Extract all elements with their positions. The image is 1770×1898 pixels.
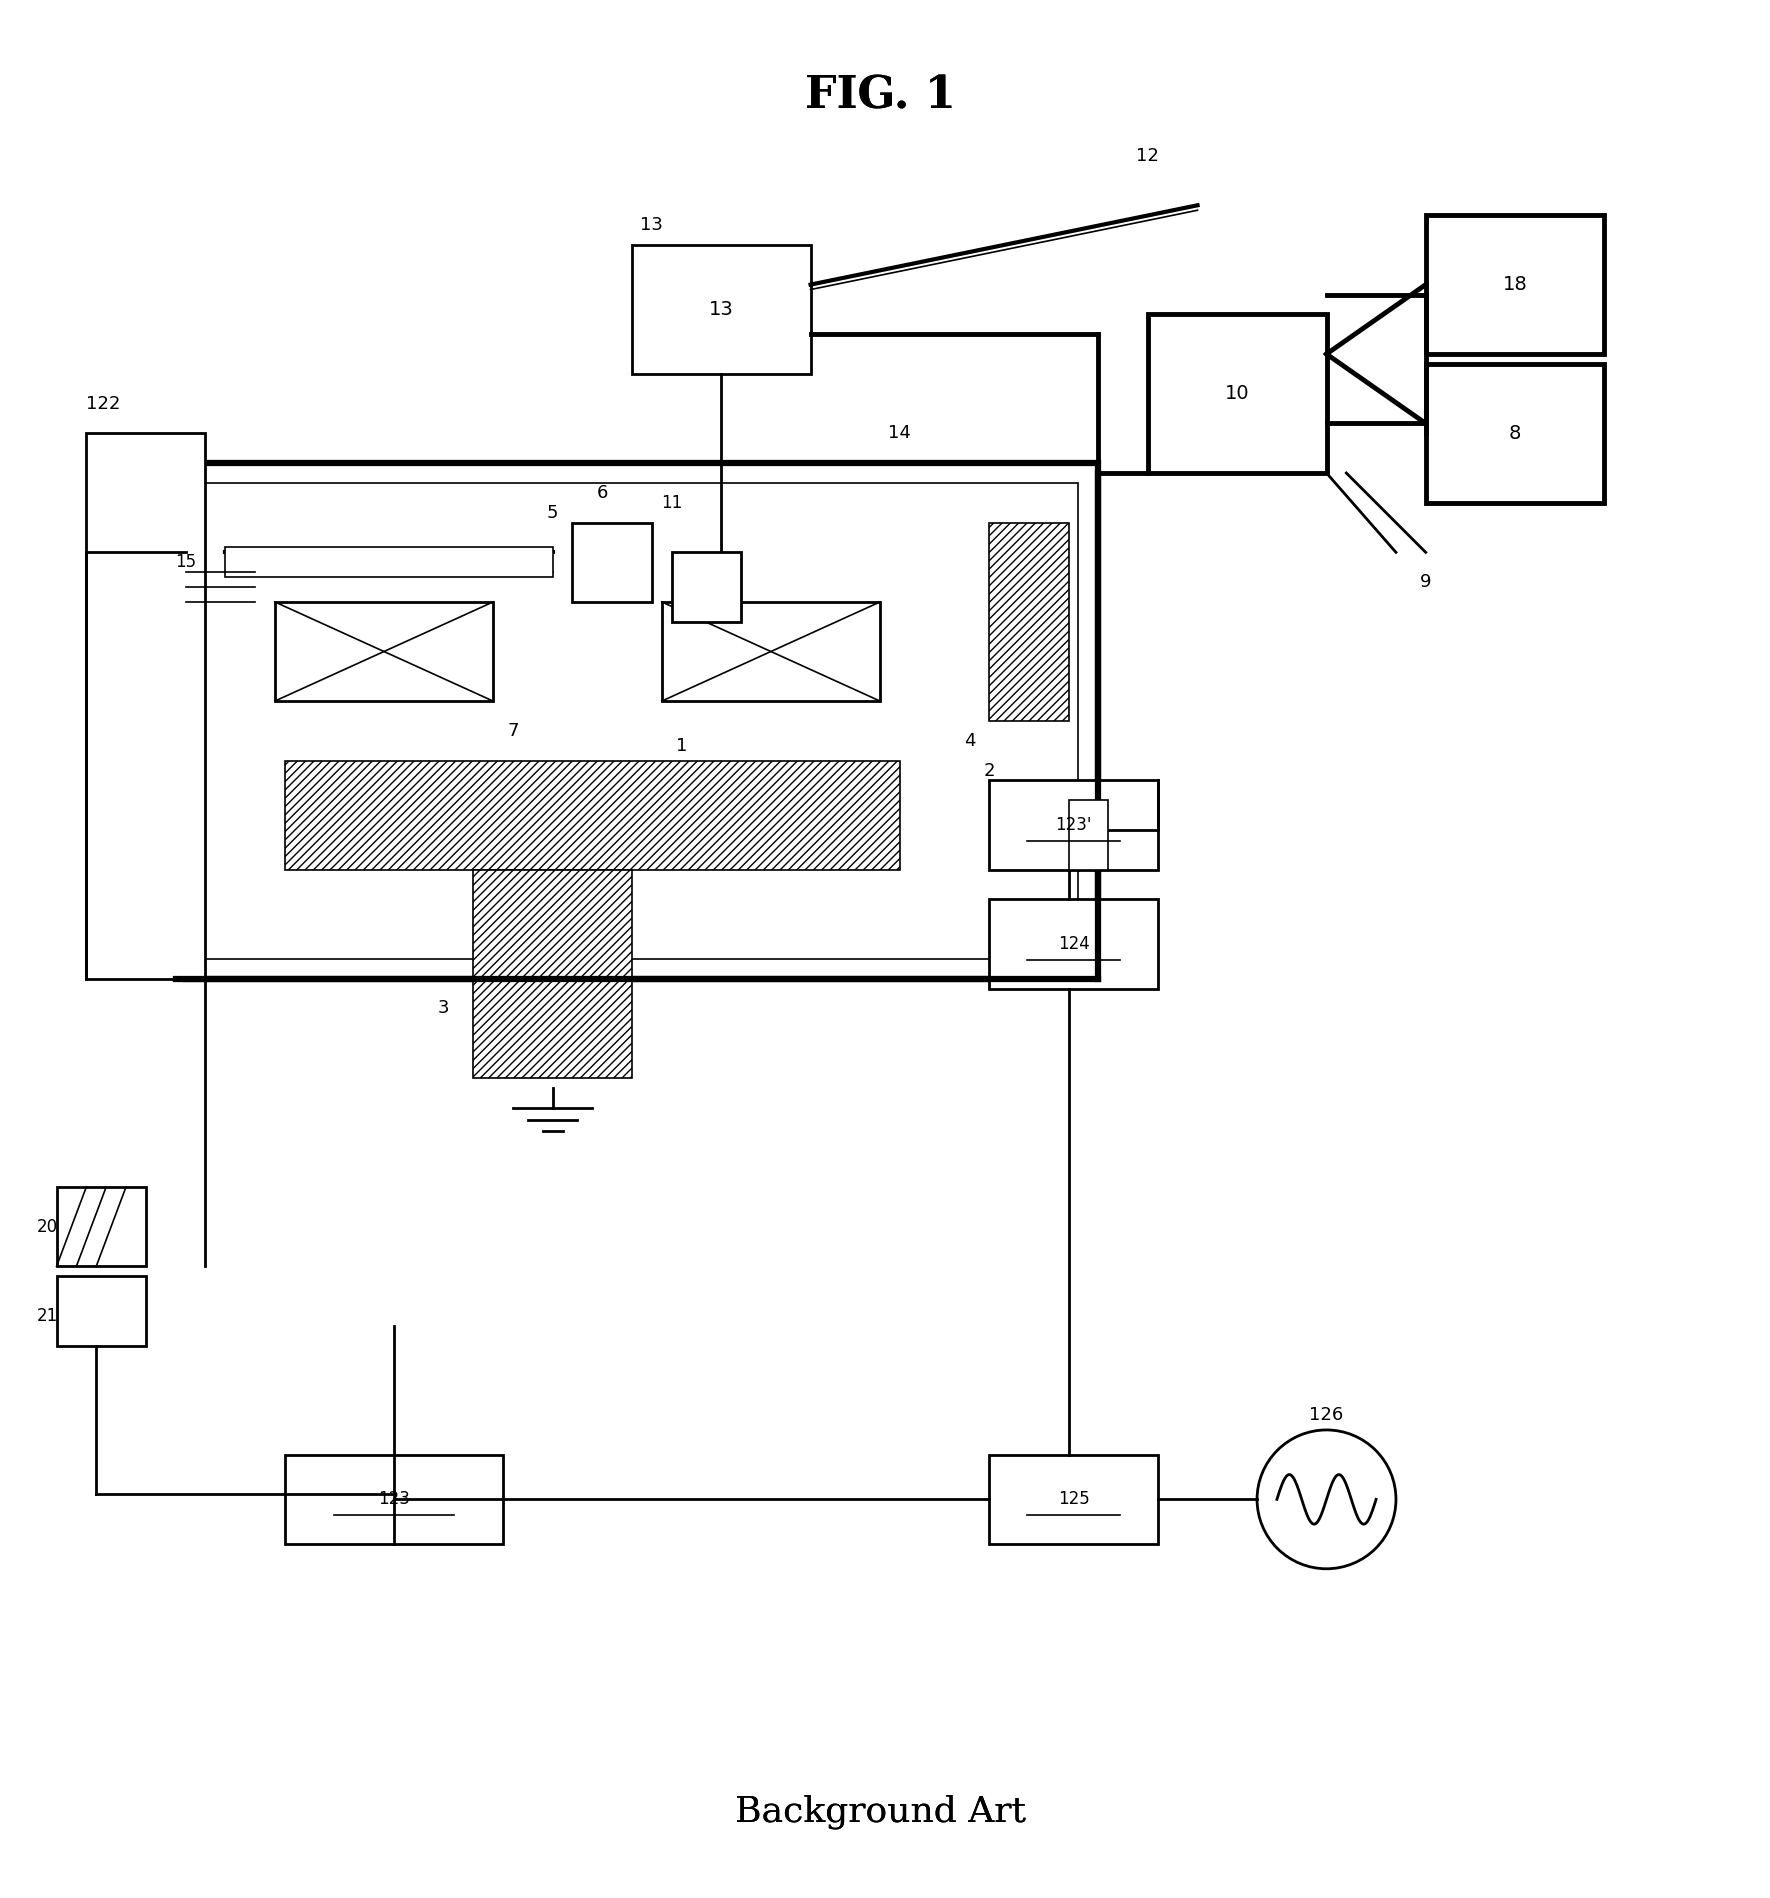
Text: 20: 20 [37,1219,58,1236]
Text: 122: 122 [87,395,120,412]
Bar [1425,364,1604,503]
Text: 11: 11 [660,493,681,512]
Bar [473,869,632,1078]
Text: 2: 2 [984,761,995,780]
Bar [285,761,899,869]
Bar [57,1275,145,1346]
Bar [989,522,1069,721]
Text: 4: 4 [963,733,975,750]
Bar [57,1186,145,1266]
Text: 7: 7 [508,721,519,740]
Bar [1425,214,1604,355]
Bar [632,245,811,374]
Bar [662,602,880,700]
Bar [205,482,1078,958]
Text: 1: 1 [676,736,687,755]
Bar [274,602,494,700]
Text: 126: 126 [1310,1406,1343,1424]
Bar [989,1454,1158,1543]
Text: 3: 3 [437,1000,450,1017]
Text: FIG. 1: FIG. 1 [805,74,956,118]
Text: 12: 12 [1136,146,1159,165]
Text: 13: 13 [710,300,735,319]
Bar [671,552,742,623]
Bar [186,463,1099,979]
Text: Background Art: Background Art [735,1794,1025,1830]
Text: Background Art: Background Art [735,1794,1025,1830]
Bar [1149,315,1326,473]
Text: 125: 125 [1058,1490,1089,1509]
Text: 8: 8 [1508,423,1520,442]
Text: 6: 6 [596,484,607,501]
Text: 18: 18 [1503,275,1528,294]
Text: 13: 13 [641,216,664,233]
Text: 123': 123' [1055,816,1092,833]
Bar [989,900,1158,989]
Bar [989,780,1158,869]
Bar [87,433,205,979]
Text: 10: 10 [1225,383,1250,402]
Text: 15: 15 [175,552,196,571]
Text: 21: 21 [37,1308,58,1325]
Text: 5: 5 [547,503,558,522]
Text: FIG. 1: FIG. 1 [805,74,956,118]
Bar [572,522,651,602]
Text: 14: 14 [889,425,912,442]
Text: 123: 123 [379,1490,411,1509]
Bar [1069,801,1108,869]
Bar [285,1454,503,1543]
Text: 9: 9 [1420,573,1432,590]
Text: 124: 124 [1058,936,1089,953]
Bar [225,547,552,577]
